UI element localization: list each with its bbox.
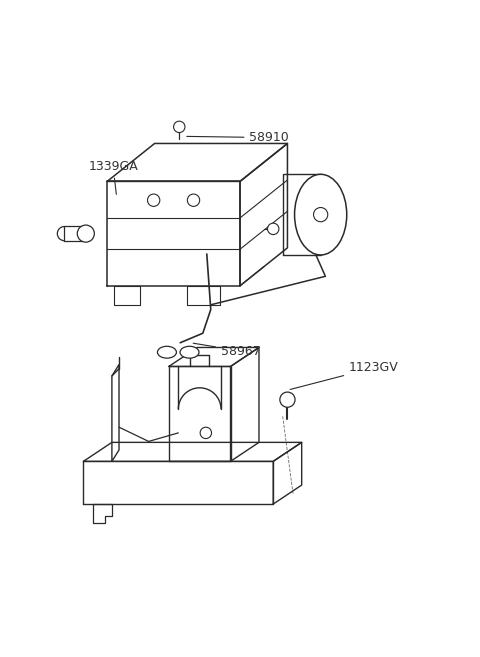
- Ellipse shape: [180, 346, 199, 358]
- Circle shape: [267, 223, 279, 235]
- Text: 1123GV: 1123GV: [290, 361, 399, 390]
- Circle shape: [200, 427, 212, 439]
- Circle shape: [280, 392, 295, 407]
- Ellipse shape: [295, 174, 347, 255]
- Circle shape: [147, 194, 160, 206]
- Circle shape: [187, 194, 200, 206]
- Circle shape: [313, 208, 328, 222]
- Circle shape: [77, 225, 95, 242]
- Text: 58910: 58910: [187, 131, 289, 144]
- Text: 1339GA: 1339GA: [88, 160, 138, 194]
- Text: 58967: 58967: [193, 343, 261, 357]
- Ellipse shape: [157, 346, 177, 358]
- Circle shape: [174, 121, 185, 133]
